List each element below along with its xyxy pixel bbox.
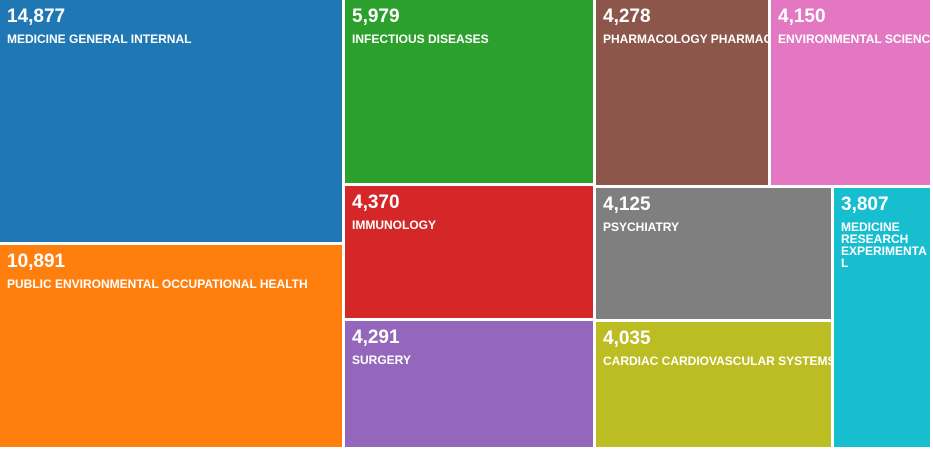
- treemap-tile[interactable]: 4,125 PSYCHIATRY: [596, 188, 834, 322]
- treemap-tile[interactable]: 3,807 MEDICINE RESEARCH EXPERIMENTAL: [834, 188, 933, 450]
- tile-value: 14,877: [7, 6, 66, 27]
- tile-value: 10,891: [7, 251, 66, 272]
- tile-label: MEDICINE GENERAL INTERNAL: [7, 32, 192, 46]
- treemap-tile[interactable]: 4,370 IMMUNOLOGY: [345, 186, 596, 321]
- tile-label: MEDICINE RESEARCH EXPERIMENTAL: [841, 220, 927, 270]
- tile-value: 4,278: [603, 6, 651, 27]
- treemap-tile[interactable]: 5,979 INFECTIOUS DISEASES: [345, 0, 596, 186]
- tile-label: PSYCHIATRY: [603, 220, 680, 234]
- tile-label: ENVIRONMENTAL SCIENCES: [778, 32, 933, 46]
- tile-value: 4,291: [352, 327, 400, 348]
- tile-value: 4,370: [352, 192, 400, 213]
- tile-label: PUBLIC ENVIRONMENTAL OCCUPATIONAL HEALTH: [7, 277, 308, 291]
- tile-label: CARDIAC CARDIOVASCULAR SYSTEMS: [603, 354, 834, 368]
- tile-value: 3,807: [841, 194, 889, 215]
- tile-label: INFECTIOUS DISEASES: [352, 32, 489, 46]
- treemap-tile[interactable]: 4,291 SURGERY: [345, 321, 596, 450]
- tile-value: 4,125: [603, 194, 651, 215]
- treemap-tile[interactable]: 4,278 PHARMACOLOGY PHARMACY: [596, 0, 771, 188]
- tile-label: SURGERY: [352, 353, 411, 367]
- treemap-tile[interactable]: 4,150 ENVIRONMENTAL SCIENCES: [771, 0, 933, 188]
- tile-value: 4,150: [778, 6, 826, 27]
- treemap-tile[interactable]: 10,891 PUBLIC ENVIRONMENTAL OCCUPATIONAL …: [0, 245, 345, 450]
- treemap-tile[interactable]: 4,035 CARDIAC CARDIOVASCULAR SYSTEMS: [596, 322, 834, 450]
- tile-label: IMMUNOLOGY: [352, 218, 436, 232]
- tile-value: 4,035: [603, 328, 651, 349]
- tile-value: 5,979: [352, 6, 400, 27]
- tile-label: PHARMACOLOGY PHARMACY: [603, 32, 771, 46]
- treemap-tile[interactable]: 14,877 MEDICINE GENERAL INTERNAL: [0, 0, 345, 245]
